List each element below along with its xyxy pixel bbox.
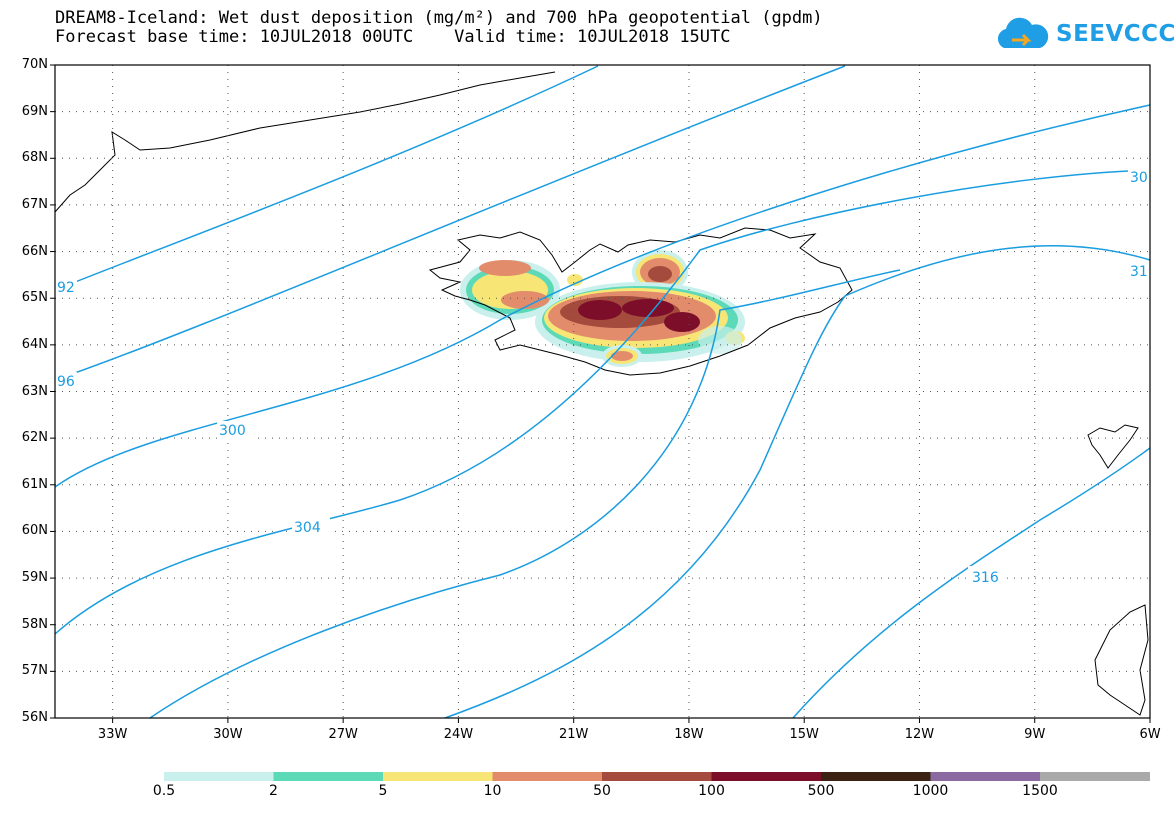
lon-label: 6W (1139, 727, 1161, 742)
contour-292 (54, 65, 599, 291)
lat-label: 69N (21, 103, 48, 119)
lat-label: 57N (21, 663, 48, 679)
lon-label: 24W (443, 727, 474, 742)
colorbar-swatch (602, 772, 712, 781)
lat-label: 58N (21, 616, 48, 632)
colorbar-label: 100 (698, 783, 725, 799)
lon-label: 15W (789, 727, 819, 742)
lat-label: 66N (21, 243, 48, 259)
colorbar-label: 1000 (912, 783, 949, 799)
lon-label: 9W (1024, 727, 1046, 742)
contour-label-316: 316 (972, 570, 999, 586)
lon-label: 21W (558, 727, 589, 742)
lat-label: 59N (21, 570, 48, 586)
scotland-coastline (1094, 604, 1149, 716)
colorbar-label: 50 (593, 783, 611, 799)
contour-label-304: 304 (294, 520, 321, 536)
contour-label-92: 92 (57, 280, 75, 296)
colorbar-swatch (273, 772, 384, 781)
geopotential-contours (54, 65, 1151, 719)
graticule (50, 64, 1151, 723)
colorbar-swatch (164, 772, 274, 781)
contour-label-300: 300 (219, 423, 246, 439)
lon-label: 27W (328, 727, 358, 742)
lat-label: 56N (21, 710, 48, 725)
contour-316 (792, 447, 1151, 719)
colorbar-label: 0.5 (152, 783, 176, 799)
colorbar-swatch (1040, 772, 1150, 781)
colorbar-label: 2 (269, 783, 278, 799)
colorbar-swatch (821, 772, 931, 781)
logo-text: SEEVCCC (1056, 21, 1175, 47)
colorbar-swatch (383, 772, 493, 781)
colorbar-label: 10 (483, 783, 502, 799)
contour-label-31: 31 (1130, 264, 1148, 280)
forecast-times: Forecast base time: 10JUL2018 00UTC Vali… (55, 27, 731, 47)
seevccc-logo: SEEVCCC (992, 14, 1175, 54)
lat-label: 64N (21, 336, 48, 352)
contour-296 (54, 65, 846, 381)
colorbar-label: 500 (807, 783, 835, 799)
contour-308 (149, 269, 901, 719)
colorbar-label: 5 (378, 783, 388, 799)
greenland-coastline (54, 71, 556, 213)
contour-300 (54, 104, 1151, 488)
lat-label: 62N (21, 430, 48, 446)
lon-label: 33W (97, 727, 128, 742)
cloud-icon (997, 17, 1049, 48)
lon-label: 12W (904, 727, 935, 742)
contour-304 (54, 169, 1151, 635)
map-frame (54, 64, 1151, 719)
lat-label: 68N (21, 150, 48, 166)
colorbar (164, 772, 1150, 781)
lat-label: 60N (21, 523, 48, 539)
contour-labels: 92 96 300 304 316 30 31 (55, 168, 1150, 586)
faroe-coastline (1087, 424, 1139, 469)
contour-312 (444, 245, 1151, 719)
map-title: DREAM8-Iceland: Wet dust deposition (mg/… (55, 8, 823, 28)
colorbar-swatch (930, 772, 1041, 781)
contour-label-30: 30 (1130, 170, 1148, 186)
lat-label: 63N (21, 383, 48, 399)
lon-label: 18W (674, 727, 704, 742)
contour-label-96: 96 (57, 374, 75, 390)
colorbar-label: 1500 (1022, 783, 1058, 799)
iceland-coastline (428, 227, 853, 376)
colorbar-swatch (711, 772, 822, 781)
lat-label: 67N (21, 196, 48, 212)
dust-deposition-field (460, 250, 745, 367)
lat-label: 65N (21, 290, 48, 306)
lat-label: 70N (21, 57, 48, 72)
colorbar-swatch (492, 772, 603, 781)
lat-label: 61N (21, 476, 48, 492)
lon-label: 30W (213, 727, 243, 742)
